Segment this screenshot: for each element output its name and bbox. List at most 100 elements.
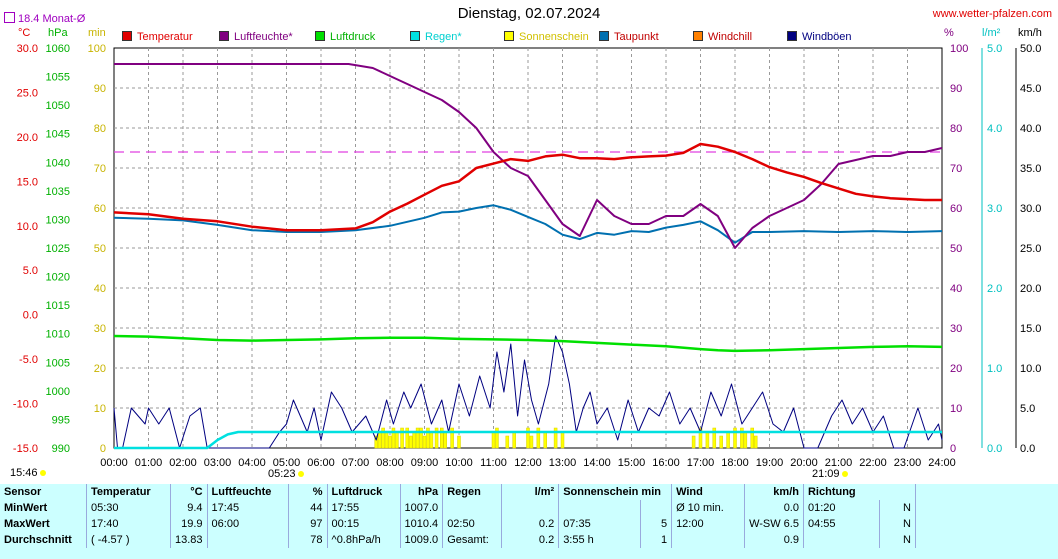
sunshine-bar <box>529 435 534 449</box>
sun-tick-label: 90 <box>94 83 106 95</box>
sunshine-bar <box>691 435 696 449</box>
stats-header: hPa <box>400 484 444 500</box>
table-cell: W-SW 6.5 <box>744 516 804 532</box>
temp-tick-label: -5.0 <box>19 354 38 366</box>
stats-header: % <box>288 484 328 500</box>
table-cell: 3:55 h <box>558 532 641 548</box>
table-cell: 04:55 <box>803 516 881 532</box>
table-cell: 1007.0 <box>400 500 444 516</box>
table-cell: 00:15 <box>327 516 401 532</box>
x-tick-label: 14:00 <box>583 457 611 469</box>
sunshine-bar <box>753 435 758 449</box>
sunshine-bar <box>733 427 737 449</box>
pressure-tick-label: 1040 <box>46 157 70 169</box>
legend-item: Windböen <box>787 31 852 43</box>
table-cell: 02:50 <box>442 516 503 532</box>
sunshine-bar <box>434 427 439 449</box>
sun-tick-label: 20 <box>94 363 106 375</box>
sunshine-bar <box>536 427 541 449</box>
temp-tick-label: 20.0 <box>17 132 38 144</box>
table-cell: 07:35 <box>558 516 641 532</box>
sunset: 21:09 <box>812 468 848 480</box>
stats-header: Wind <box>671 484 746 500</box>
series-line-windböen <box>113 335 943 449</box>
row-label: MaxWert <box>0 516 87 532</box>
x-tick-label: 01:00 <box>135 457 163 469</box>
table-cell: ^0.8hPa/h <box>327 532 401 548</box>
sun-tick-label: 70 <box>94 163 106 175</box>
legend-label: Sonnenschein <box>519 31 589 43</box>
legend-item: Sonnenschein <box>504 31 589 43</box>
sun-icon <box>841 471 848 477</box>
sun-tick-label: 100 <box>88 43 106 55</box>
pressure-tick-label: 1025 <box>46 243 70 255</box>
stats-header: Luftfeuchte <box>207 484 289 500</box>
table-cell: 01:20 <box>803 500 881 516</box>
sunshine-bar <box>450 427 454 449</box>
humidity-tick-label: 50 <box>950 243 962 255</box>
x-tick-label: 09:00 <box>411 457 439 469</box>
current-time-label: 15:46 <box>10 467 38 479</box>
row-label: MinWert <box>0 500 87 516</box>
sunshine-bar <box>405 427 409 449</box>
table-cell: 13.83 <box>170 532 208 548</box>
pressure-tick-label: 1030 <box>46 214 70 226</box>
wind-tick-label: 5.0 <box>1020 403 1035 415</box>
unit-humidity: % <box>944 27 954 39</box>
stats-header: km/h <box>744 484 804 500</box>
sun-tick-label: 10 <box>94 403 106 415</box>
legend-swatch <box>122 31 132 41</box>
temp-tick-label: 10.0 <box>17 221 38 233</box>
sunshine-bar <box>395 431 399 449</box>
pressure-tick-label: 1050 <box>46 100 70 112</box>
monthly-average: 18.4 Monat-Ø <box>4 12 85 25</box>
sunshine-bar <box>384 431 389 449</box>
sunshine-bar <box>726 431 730 449</box>
rain-tick-label: 5.0 <box>987 43 1002 55</box>
series-line-temperatur <box>113 142 942 232</box>
sunshine-bar <box>443 431 447 449</box>
pressure-tick-label: 1010 <box>46 329 70 341</box>
wind-tick-label: 35.0 <box>1020 163 1041 175</box>
weather-chart: 30.0 25.0 20.0 15.0 10.0 5.0 0.0 -5.0 -10.0 -15.0… <box>13 43 1042 469</box>
sun-icon <box>297 471 304 477</box>
temp-tick-label: -10.0 <box>13 399 38 411</box>
sunshine-bar <box>491 431 496 449</box>
x-tick-label: 11:00 <box>480 457 507 469</box>
sunshine-bar <box>429 431 434 449</box>
legend-label: Taupunkt <box>614 31 659 43</box>
stats-header: Richtung <box>803 484 917 500</box>
sunshine-bar <box>419 427 423 449</box>
legend-item: Regen* <box>410 31 462 43</box>
stats-row-max: MaxWert 17:40 19.9 06:00 97 00:15 1010.4… <box>0 516 916 532</box>
site-link[interactable]: www.wetter-pfalzen.com <box>932 8 1052 20</box>
stats-header: Sonnenschein min <box>558 484 673 500</box>
temp-tick-label: 5.0 <box>23 265 38 277</box>
wind-tick-label: 30.0 <box>1020 203 1041 215</box>
pressure-tick-label: 1020 <box>46 272 70 284</box>
sunrise: 05:23 <box>268 468 304 480</box>
rain-tick-label: 0.0 <box>987 443 1002 455</box>
sun-tick-label: 80 <box>94 123 106 135</box>
sun-tick-label: 40 <box>94 283 106 295</box>
temp-tick-label: 30.0 <box>17 43 38 55</box>
wind-tick-label: 15.0 <box>1020 323 1041 335</box>
sun-tick-label: 50 <box>94 243 106 255</box>
sunshine-bar <box>553 427 558 449</box>
humidity-tick-label: 0 <box>950 443 956 455</box>
table-cell: 17:40 <box>86 516 171 532</box>
stats-header-row: Sensor Temperatur °C Luftfeuchte % Luftd… <box>0 484 917 500</box>
x-tick-label: 10:00 <box>445 457 473 469</box>
legend-item: Taupunkt <box>599 31 659 43</box>
wind-tick-label: 45.0 <box>1020 83 1041 95</box>
wind-tick-label: 40.0 <box>1020 123 1041 135</box>
x-tick-label: 12:00 <box>514 457 542 469</box>
humidity-tick-label: 80 <box>950 123 962 135</box>
sunset-time: 21:09 <box>812 468 840 480</box>
pressure-tick-label: 990 <box>52 443 70 455</box>
sunshine-bar <box>412 431 416 449</box>
sunshine-bar <box>560 431 565 449</box>
stats-header: Luftdruck <box>327 484 401 500</box>
x-tick-label: 00:00 <box>100 457 128 469</box>
x-tick-label: 23:00 <box>894 457 922 469</box>
